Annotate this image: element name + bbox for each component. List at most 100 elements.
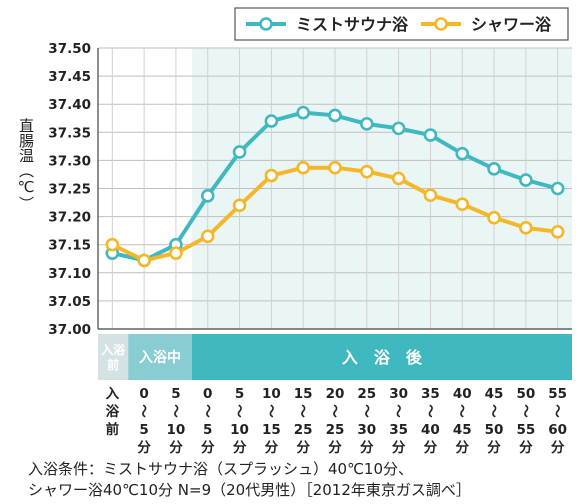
data-point-0: [423, 128, 438, 142]
x-tick-label: 分: [137, 440, 151, 456]
x-tick-label: 〜: [453, 404, 469, 418]
data-point-0: [360, 117, 374, 131]
data-point-1: [137, 253, 151, 268]
data-point-0: [487, 162, 501, 176]
x-tick-label: 55: [516, 422, 535, 438]
data-point-0: [455, 146, 470, 161]
phase-label: 入浴: [101, 342, 126, 357]
x-tick-label: 10: [230, 422, 249, 438]
phase-band: 入浴前 入浴中 入 浴 後: [98, 334, 572, 380]
x-tick-label: 30: [357, 422, 376, 438]
x-tick-label: 10: [167, 422, 186, 438]
x-tick-label: 〜: [517, 404, 533, 418]
x-tick-label: 0: [203, 386, 212, 402]
data-point-1: [455, 197, 470, 212]
x-tick-labels: 入浴前0〜5分5〜10分0〜5分5〜10分10〜15分15〜25分20〜25分2…: [106, 386, 568, 456]
y-tick-label: 37.05: [48, 294, 91, 310]
data-point-0: [519, 173, 533, 187]
x-tick-label: 浴: [106, 403, 120, 420]
data-point-1: [169, 246, 183, 260]
x-tick-label: 10: [262, 386, 281, 402]
y-axis-label: 直腸温（℃）: [17, 118, 35, 211]
data-point-1: [487, 210, 501, 225]
x-tick-label: 45: [453, 422, 472, 438]
y-tick-label: 37.50: [48, 41, 91, 57]
x-tick-label: 5: [139, 422, 148, 438]
legend-entry: シャワー浴: [471, 15, 552, 34]
x-tick-label: 〜: [358, 404, 374, 418]
x-tick-label: 分: [360, 440, 374, 456]
x-tick-label: 分: [169, 440, 183, 456]
data-point-1: [105, 237, 120, 252]
data-point-1: [550, 224, 565, 239]
x-tick-label: 0: [139, 386, 148, 402]
data-point-1: [232, 198, 247, 213]
x-tick-label: 分: [328, 440, 342, 456]
x-tick-label: 25: [294, 422, 313, 438]
data-point-1: [296, 160, 310, 175]
conditions-line-1: 入浴条件：ミストサウナ浴（スプラッシュ）40℃10分、: [28, 460, 414, 478]
x-tick-label: 入: [106, 386, 120, 402]
series-points: [105, 105, 565, 268]
x-tick-label: 前: [106, 421, 120, 438]
phase-band-segment: [191, 334, 572, 380]
data-point-0: [391, 121, 406, 136]
y-tick-label: 37.35: [48, 125, 91, 141]
data-point-1: [391, 171, 406, 186]
y-tick-label: 37.00: [48, 322, 91, 338]
x-tick-label: 35: [421, 386, 440, 402]
conditions-line-2: シャワー浴40℃10分 N=9（20代男性）［2012年東京ガス調べ］: [28, 481, 471, 499]
x-tick-label: 分: [551, 440, 565, 456]
x-tick-label: 30: [389, 386, 408, 402]
x-tick-label: 5: [203, 422, 212, 438]
data-point-1: [200, 229, 215, 244]
x-tick-label: 分: [201, 440, 215, 456]
data-point-0: [232, 145, 247, 159]
x-tick-label: 15: [294, 386, 313, 402]
data-point-0: [200, 189, 215, 203]
x-tick-label: 25: [326, 422, 345, 438]
data-point-1: [423, 188, 438, 203]
legend-box: [234, 7, 569, 41]
data-point-1: [360, 164, 374, 179]
legend-swatch-marker: [434, 17, 448, 31]
x-tick-label: 〜: [167, 404, 183, 418]
x-tick-label: 15: [262, 422, 281, 438]
y-tick-label: 37.30: [48, 153, 91, 169]
axes: [97, 48, 572, 330]
y-tick-label: 37.40: [48, 97, 91, 113]
x-tick-label: 55: [548, 386, 567, 402]
x-tick-label: 分: [487, 440, 501, 456]
x-tick-label: 45: [485, 386, 504, 402]
x-tick-label: 分: [455, 440, 469, 456]
x-tick-label: 20: [326, 386, 345, 402]
y-tick-labels: 37.50 37.45 37.40 37.35 37.30 37.25 37.20 37.15…: [48, 41, 91, 338]
phase-label: 入 浴 後: [342, 348, 423, 367]
x-tick-label: 〜: [199, 404, 215, 418]
x-tick-label: 分: [296, 440, 310, 456]
x-tick-label: 〜: [549, 404, 565, 418]
x-tick-label: 50: [516, 386, 535, 402]
x-tick-label: 40: [421, 422, 440, 438]
data-point-1: [264, 168, 279, 183]
phase-band-segment: [128, 334, 192, 380]
phase-label: 入浴中: [139, 349, 181, 366]
x-tick-label: 〜: [294, 404, 310, 418]
data-point-1: [328, 160, 342, 175]
legend-swatch-marker: [259, 17, 273, 31]
x-tick-label: 〜: [326, 404, 342, 418]
x-tick-label: 〜: [262, 404, 278, 418]
y-tick-label: 37.45: [48, 69, 91, 85]
x-tick-label: 分: [265, 440, 279, 456]
x-tick-label: 分: [424, 440, 438, 456]
x-tick-label: 分: [519, 440, 533, 456]
y-tick-label: 37.10: [48, 266, 91, 282]
data-point-0: [264, 114, 279, 128]
x-tick-label: 25: [357, 386, 376, 402]
x-tick-label: 〜: [421, 404, 437, 418]
x-tick-label: 〜: [390, 404, 406, 418]
legend: ミストサウナ浴 シャワー浴: [234, 7, 569, 41]
x-tick-label: 5: [171, 386, 180, 402]
phase-band-segment: [98, 334, 129, 380]
